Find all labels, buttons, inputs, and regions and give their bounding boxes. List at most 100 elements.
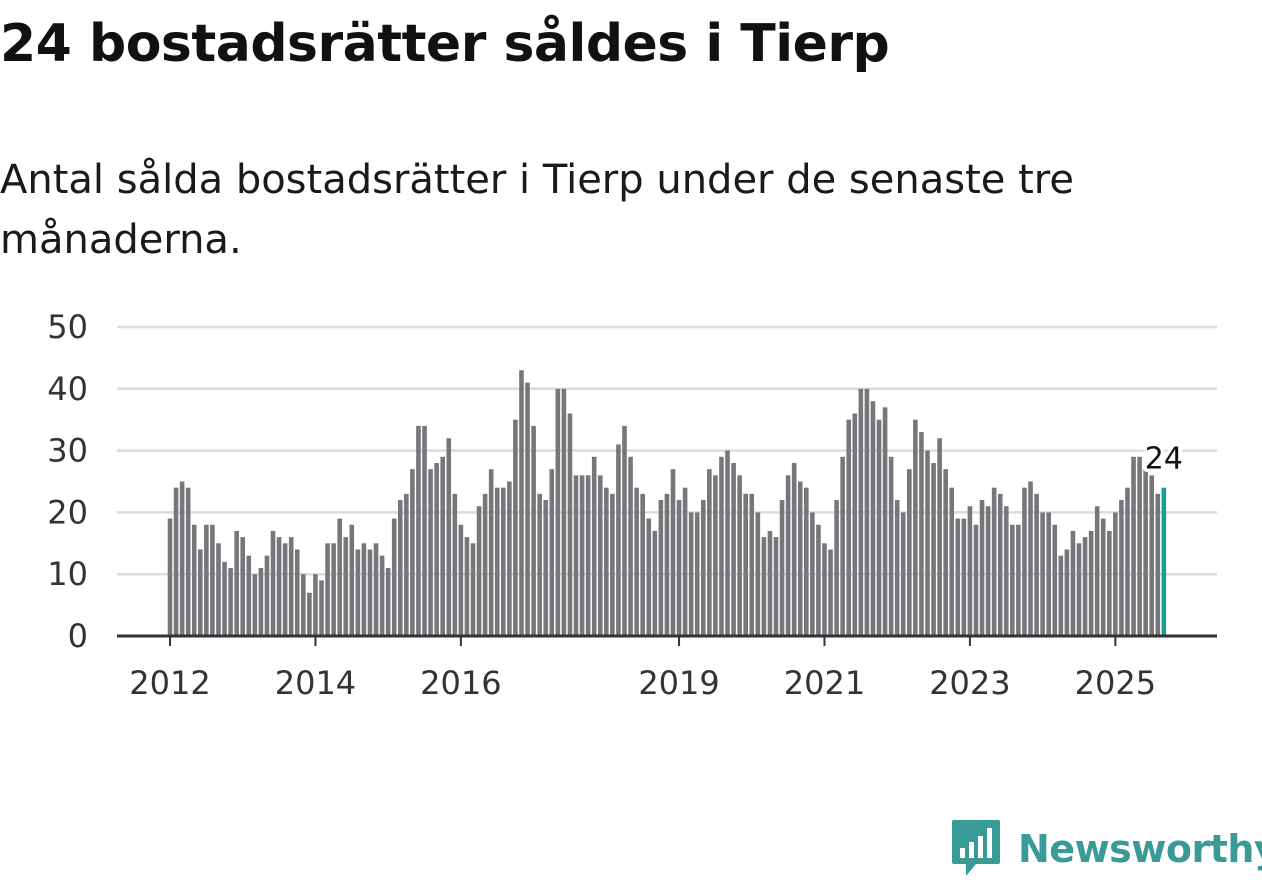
x-tick-label: 2025 [1075,664,1156,702]
bar [646,518,652,636]
bar [670,469,676,636]
bar [658,500,664,636]
bar [470,543,476,636]
bar [410,469,415,636]
bar [894,500,900,636]
bar [913,419,918,636]
bar [313,574,318,636]
bar [537,493,542,636]
bar [240,537,246,636]
bar [1070,530,1076,636]
bar [331,543,336,636]
bar [604,487,609,636]
bar [707,469,712,636]
bar [513,419,518,636]
brand-name: Newsworthy [1018,827,1262,871]
bar [797,481,803,636]
bar [458,524,464,636]
bar [937,438,942,636]
bar [961,518,967,636]
chart-subtitle: Antal sålda bostadsrätter i Tierp under … [0,157,1074,263]
bar [828,549,833,636]
bar [476,506,482,636]
bar [725,450,730,636]
bar [404,493,409,636]
bar [173,487,179,636]
bar [779,500,785,636]
bar [834,500,839,636]
bar [931,462,936,636]
bar [1149,475,1155,636]
y-tick-label: 50 [47,308,88,346]
bar [1088,530,1094,636]
bar [1064,549,1070,636]
bar [440,456,445,636]
y-tick-label: 40 [47,370,88,408]
bar [973,524,979,636]
bar [628,456,633,636]
bar [822,543,827,636]
bar [719,456,724,636]
bar [191,524,197,636]
bar [379,555,385,636]
bar [591,456,597,636]
bar [785,475,791,636]
bar [258,568,264,636]
bar [185,487,191,636]
bar [416,425,421,636]
bar [1003,506,1009,636]
bar [264,555,270,636]
bar [1094,506,1100,636]
bar [422,425,427,636]
bar [270,530,276,636]
bar [876,419,882,636]
x-tick-label: 2014 [275,664,356,702]
bar [997,493,1003,636]
bar [573,475,579,636]
bar [216,543,221,636]
y-tick-label: 20 [47,493,88,531]
bar [1034,493,1039,636]
bar [985,506,991,636]
bar [1113,512,1118,636]
bar [761,537,767,636]
bar [1100,518,1106,636]
bars [167,370,1167,636]
bar [501,487,506,636]
x-tick-label: 2012 [129,664,210,702]
bar [1143,469,1148,636]
bar [1119,500,1124,636]
bar [1010,524,1015,636]
bar [519,370,524,636]
bar [307,592,312,636]
bar [391,518,397,636]
bar [616,444,621,636]
bar [198,549,203,636]
bar [882,407,888,636]
bar [246,555,252,636]
bar [355,549,361,636]
bar [1137,456,1142,636]
bar [1131,456,1136,636]
bar [804,487,809,636]
bar [294,549,300,636]
bar [337,518,342,636]
bar [840,456,845,636]
bar [234,530,239,636]
bar [561,388,567,636]
bar [567,413,573,636]
bar [664,493,670,636]
bar [325,543,330,636]
bar [1155,493,1161,636]
bar [428,469,433,636]
bar [228,568,233,636]
bar [319,580,324,636]
bar [846,419,852,636]
bar [494,487,500,636]
bar [610,493,615,636]
bar [852,413,858,636]
bar [682,487,688,636]
x-tick-label: 2021 [784,664,865,702]
bar [204,524,209,636]
